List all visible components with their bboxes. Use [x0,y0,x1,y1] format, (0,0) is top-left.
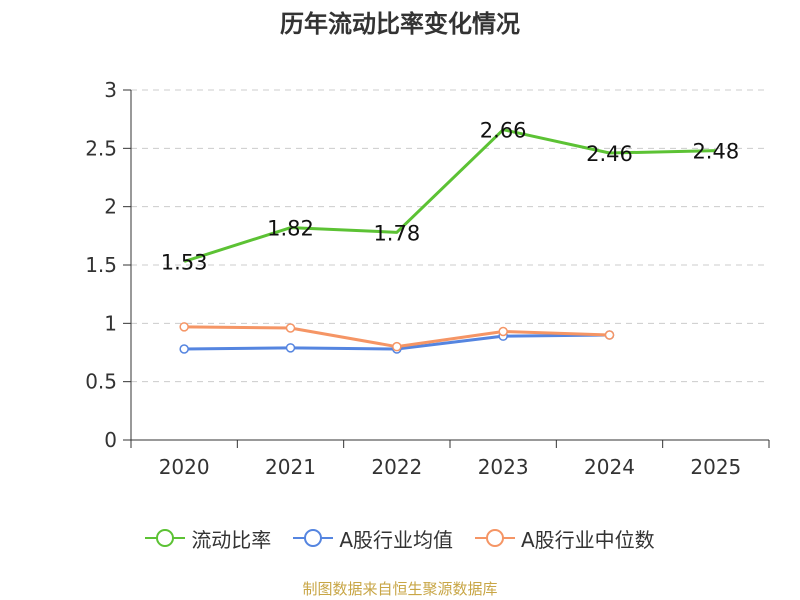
data-point [392,341,402,352]
chart-title: 历年流动比率变化情况 [280,10,520,38]
legend-item-industry-median[interactable]: A股行业中位数 [475,524,655,553]
data-point [498,326,508,337]
axis-layer: 0 0.5 1 1.5 2 2.5 3 2020 2021 2022 2023 2024 2025 [85,78,770,479]
legend-marker-industry-median [475,529,515,547]
data-label: 2.48 [692,140,739,164]
data-label: 2.66 [480,119,527,143]
data-label: 2.46 [586,142,633,166]
legend: 流动比率 A股行业均值 A股行业中位数 [0,518,800,558]
data-label: 1.78 [373,221,420,245]
label-layer: 1.53 1.82 1.78 2.66 2.46 2.48 [161,119,739,275]
legend-marker-industry-mean [293,529,334,547]
data-point [604,330,615,340]
x-tick-label: 2023 [478,455,529,479]
y-tick-label: 1 [104,311,117,335]
x-tick-label: 2020 [159,455,210,479]
legend-label: 流动比率 [191,527,272,552]
grid-layer [131,89,769,383]
legend-label: A股行业中位数 [521,527,655,552]
legend-marker-current-ratio [145,529,186,547]
legend-circle [486,529,504,547]
y-tick-label: 1.5 [85,253,117,277]
data-label: 1.82 [267,217,314,241]
y-tick-label: 0 [104,428,117,452]
x-tick-label: 2025 [690,455,741,479]
y-tick-label: 3 [104,78,117,102]
data-source-note: 制图数据来自恒生聚源数据库 [302,580,498,598]
x-tick-label: 2024 [584,455,635,479]
x-tick-label: 2022 [371,455,422,479]
legend-circle [156,529,175,547]
data-label: 1.53 [161,251,208,275]
data-point [285,343,296,353]
y-tick-label: 0.5 [85,370,117,394]
y-tick-label: 2.5 [85,136,117,160]
legend-item-industry-mean[interactable]: A股行业均值 [293,524,453,553]
y-tick-label: 2 [104,195,117,219]
legend-label: A股行业均值 [339,527,453,552]
x-tick-label: 2021 [265,455,316,479]
series-line-0 [183,128,716,263]
data-point [285,323,296,333]
legend-item-current-ratio[interactable]: 流动比率 [145,524,271,553]
legend-circle [304,529,323,547]
series-layer [179,128,716,354]
data-point [179,322,189,332]
data-point [179,344,189,354]
